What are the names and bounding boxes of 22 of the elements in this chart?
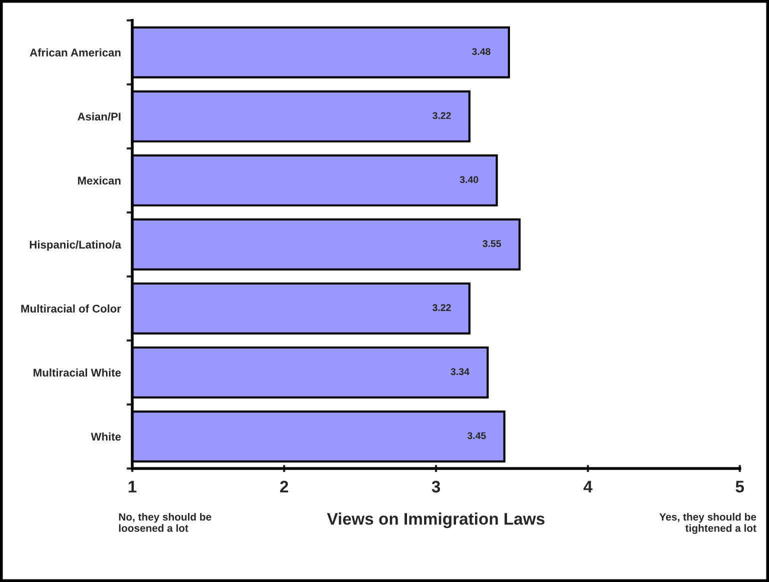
- y-tick-label: Mexican: [78, 176, 120, 185]
- data-label: 3.22: [432, 304, 451, 312]
- y-tick-label: Multiracial of Color: [21, 304, 121, 313]
- y-tick-label: African American: [30, 48, 120, 57]
- y-tick-label: White: [90, 432, 121, 441]
- text: Yes, they should be tightened a lot: [659, 512, 756, 534]
- x-tick-label: 4: [584, 480, 592, 492]
- x-tick-label: 1: [128, 480, 136, 492]
- x-tick-label: 3: [432, 480, 440, 493]
- y-tick-label: Asian/PI: [78, 112, 120, 121]
- data-label: 3.48: [472, 48, 490, 56]
- data-label: 3.34: [450, 368, 470, 376]
- data-label: 3.22: [432, 112, 451, 120]
- y-tick-label: Hispanic/Latino/a: [30, 240, 122, 251]
- data-label: 3.55: [482, 240, 502, 248]
- x-tick-label: 2: [280, 480, 288, 492]
- x-tick-label: 5: [736, 480, 744, 493]
- x-axis-title: Views on Immigration Laws: [327, 512, 544, 528]
- data-label: 3.45: [467, 432, 486, 440]
- data-label: 3.40: [460, 176, 478, 184]
- text: No, they should be loosened a lot: [119, 512, 212, 532]
- y-tick-label: Multiracial White: [34, 368, 121, 377]
